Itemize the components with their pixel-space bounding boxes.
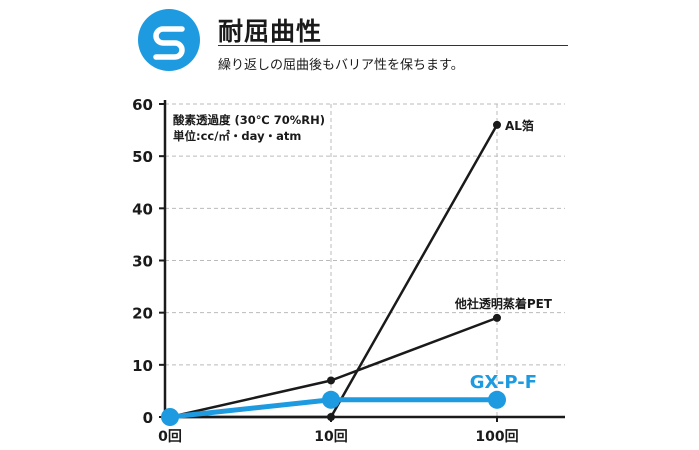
series-2-point-2	[488, 390, 506, 409]
y-tick-label-60: 60	[132, 96, 153, 114]
series-0-point-2	[493, 120, 501, 129]
y-tick-label-0: 0	[143, 409, 153, 427]
x-tick-label-0: 0回	[158, 429, 182, 445]
y-tick-label-30: 30	[132, 253, 153, 271]
x-tick-labels: 0回 10回 100回	[158, 429, 518, 445]
series-2-point-1	[322, 390, 340, 409]
page-title: 耐屈曲性	[218, 17, 323, 46]
grid	[165, 103, 565, 417]
series-0-point-1	[327, 413, 335, 421]
series-1-point-1	[327, 376, 335, 385]
s-logo-icon	[138, 9, 200, 71]
x-tick-label-1: 10回	[314, 429, 347, 445]
series-label-0: AL箔	[505, 118, 534, 133]
title-divider	[218, 45, 568, 46]
page-subtitle: 繰り返しの屈曲後もバリア性を保ちます。	[218, 58, 464, 73]
series-label-2: GX-P-F	[470, 372, 537, 393]
unit-annotation: 酸素透過度 (30℃ 70%RH) 単位:cc/㎡・day・atm	[173, 113, 325, 143]
y-tick-label-50: 50	[132, 148, 153, 166]
y-tick-label-40: 40	[132, 200, 153, 218]
series-2-point-0	[161, 408, 179, 426]
series-label-1: 他社透明蒸着PET	[454, 296, 553, 311]
y-tick-labels: 0 10 20 30 40 50 60	[132, 96, 153, 427]
y-tick-label-20: 20	[132, 305, 153, 323]
series	[161, 120, 506, 426]
annotation-line-1: 単位:cc/㎡・day・atm	[173, 129, 301, 143]
annotation-line-0: 酸素透過度 (30℃ 70%RH)	[173, 113, 325, 127]
header: 耐屈曲性 繰り返しの屈曲後もバリア性を保ちます。	[0, 0, 699, 90]
series-line-0	[170, 124, 499, 419]
series-1-point-2	[493, 313, 501, 322]
x-tick-label-2: 100回	[475, 429, 518, 445]
y-tick-label-10: 10	[132, 357, 153, 375]
